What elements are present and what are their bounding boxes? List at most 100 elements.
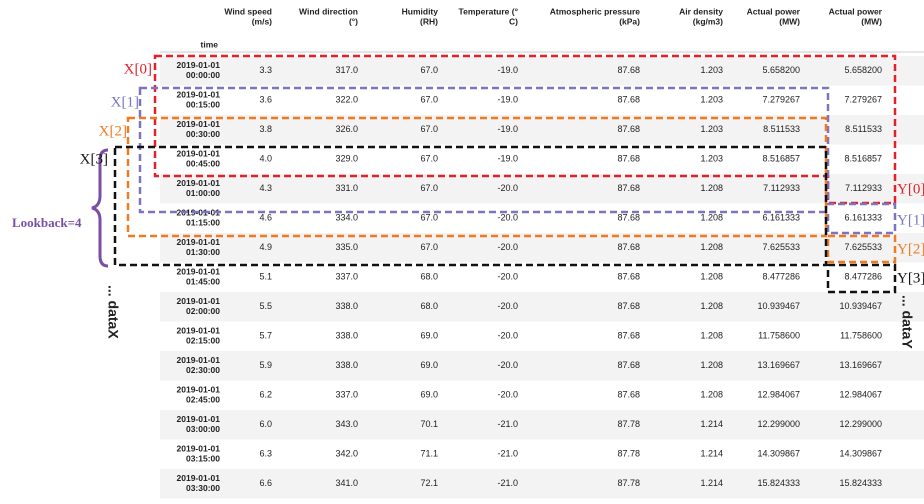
cell: 67.0 (420, 242, 438, 252)
cell: 12.984067 (839, 390, 882, 400)
cell: 1.208 (700, 331, 723, 341)
cell: 1.203 (700, 124, 723, 134)
cell: 343.0 (335, 419, 358, 429)
cell: -20.0 (497, 213, 518, 223)
cell: -21.0 (497, 419, 518, 429)
time-cell: 00:15:00 (186, 100, 220, 110)
index-header: time (201, 39, 219, 49)
cell: 7.112933 (845, 183, 882, 193)
row-shade (160, 469, 924, 499)
cell: 72.1 (420, 478, 438, 488)
cell: 69.0 (420, 331, 438, 341)
column-header: Air density (679, 6, 723, 16)
cell: 8.516857 (844, 154, 882, 164)
cell: 342.0 (335, 449, 358, 459)
cell: 8.516857 (762, 154, 800, 164)
column-header: Atmospheric pressure (550, 6, 640, 16)
cell: 5.9 (259, 360, 272, 370)
cell: 69.0 (420, 360, 438, 370)
time-cell: 00:30:00 (186, 129, 220, 139)
cell: 1.203 (700, 154, 723, 164)
cell: -20.0 (497, 390, 518, 400)
data-y-label: ... dataY (899, 295, 915, 349)
cell: 11.758600 (840, 331, 882, 341)
target-2 (826, 234, 897, 264)
cell: 87.68 (617, 183, 640, 193)
cell: -19.0 (497, 124, 518, 134)
window-0 (153, 54, 897, 205)
window-2 (126, 116, 828, 238)
cell: 3.6 (259, 95, 272, 105)
time-cell: 02:45:00 (186, 395, 220, 405)
column-header: (kg/m3) (693, 16, 723, 26)
cell: 326.0 (335, 124, 358, 134)
cell: 10.939467 (839, 301, 882, 311)
y-label: Y[0] (897, 181, 924, 197)
column-header: (°) (349, 16, 358, 26)
cell: 67.0 (420, 213, 438, 223)
cell: 1.208 (700, 390, 723, 400)
column-header: (kPa) (619, 16, 640, 26)
cell: 87.78 (617, 419, 640, 429)
data-x-label: ... dataX (105, 285, 121, 339)
cell: 5.658200 (762, 65, 800, 75)
cell: 334.0 (335, 213, 358, 223)
cell: 87.68 (617, 124, 640, 134)
window-1 (138, 86, 897, 235)
x-label: X[1] (111, 94, 139, 110)
table: Wind speed(m/s) Wind direction(°) Humidity… (177, 6, 883, 493)
cell: -20.0 (497, 183, 518, 193)
cell: 338.0 (335, 301, 358, 311)
cell: 87.68 (617, 360, 640, 370)
cell: 87.68 (617, 213, 640, 223)
time-cell: 2019-01-01 (177, 60, 221, 70)
cell: 337.0 (335, 272, 358, 282)
cell: 329.0 (335, 154, 358, 164)
cell: 7.279267 (762, 95, 800, 105)
cell: 13.169667 (757, 360, 800, 370)
cell: 335.0 (335, 242, 358, 252)
cell: 341.0 (335, 478, 358, 488)
cell: 87.68 (617, 390, 640, 400)
cell: -20.0 (497, 360, 518, 370)
time-cell: 03:00:00 (186, 424, 220, 434)
cell: 10.939467 (757, 301, 800, 311)
cell: 3.3 (259, 65, 272, 75)
cell: 322.0 (335, 95, 358, 105)
cell: 12.984067 (757, 390, 800, 400)
row-backgrounds (160, 56, 924, 499)
cell: 5.5 (259, 301, 272, 311)
cell: 87.68 (617, 95, 640, 105)
cell: 6.2 (259, 390, 272, 400)
row-shade (160, 292, 924, 322)
cell: 4.6 (259, 213, 272, 223)
cell: 67.0 (420, 65, 438, 75)
cell: 68.0 (420, 301, 438, 311)
cell: 87.78 (617, 449, 640, 459)
column-header: Humidity (402, 6, 439, 16)
row-shade (160, 56, 924, 86)
cell: 14.309867 (757, 449, 800, 459)
cell: 87.68 (617, 331, 640, 341)
cell: 71.1 (420, 449, 438, 459)
time-cell: 03:15:00 (186, 454, 220, 464)
cell: 1.203 (700, 65, 723, 75)
time-cell: 01:30:00 (186, 247, 220, 257)
cell: 8.477286 (762, 272, 800, 282)
time-cell: 2019-01-01 (177, 385, 221, 395)
column-header: Temperature (° (459, 6, 519, 16)
column-header: Actual power (829, 6, 883, 16)
cell: 87.68 (617, 242, 640, 252)
cell: 1.214 (700, 478, 723, 488)
time-cell: 2019-01-01 (177, 90, 221, 100)
time-cell: 01:15:00 (186, 218, 220, 228)
x-label: X[0] (124, 61, 152, 77)
cell: 1.208 (700, 242, 723, 252)
time-cell: 2019-01-01 (177, 178, 221, 188)
cell: -21.0 (497, 449, 518, 459)
column-header: Wind speed (224, 6, 272, 16)
x-label: X[3] (80, 151, 108, 167)
cell: 87.68 (617, 154, 640, 164)
column-header: Actual power (747, 6, 801, 16)
